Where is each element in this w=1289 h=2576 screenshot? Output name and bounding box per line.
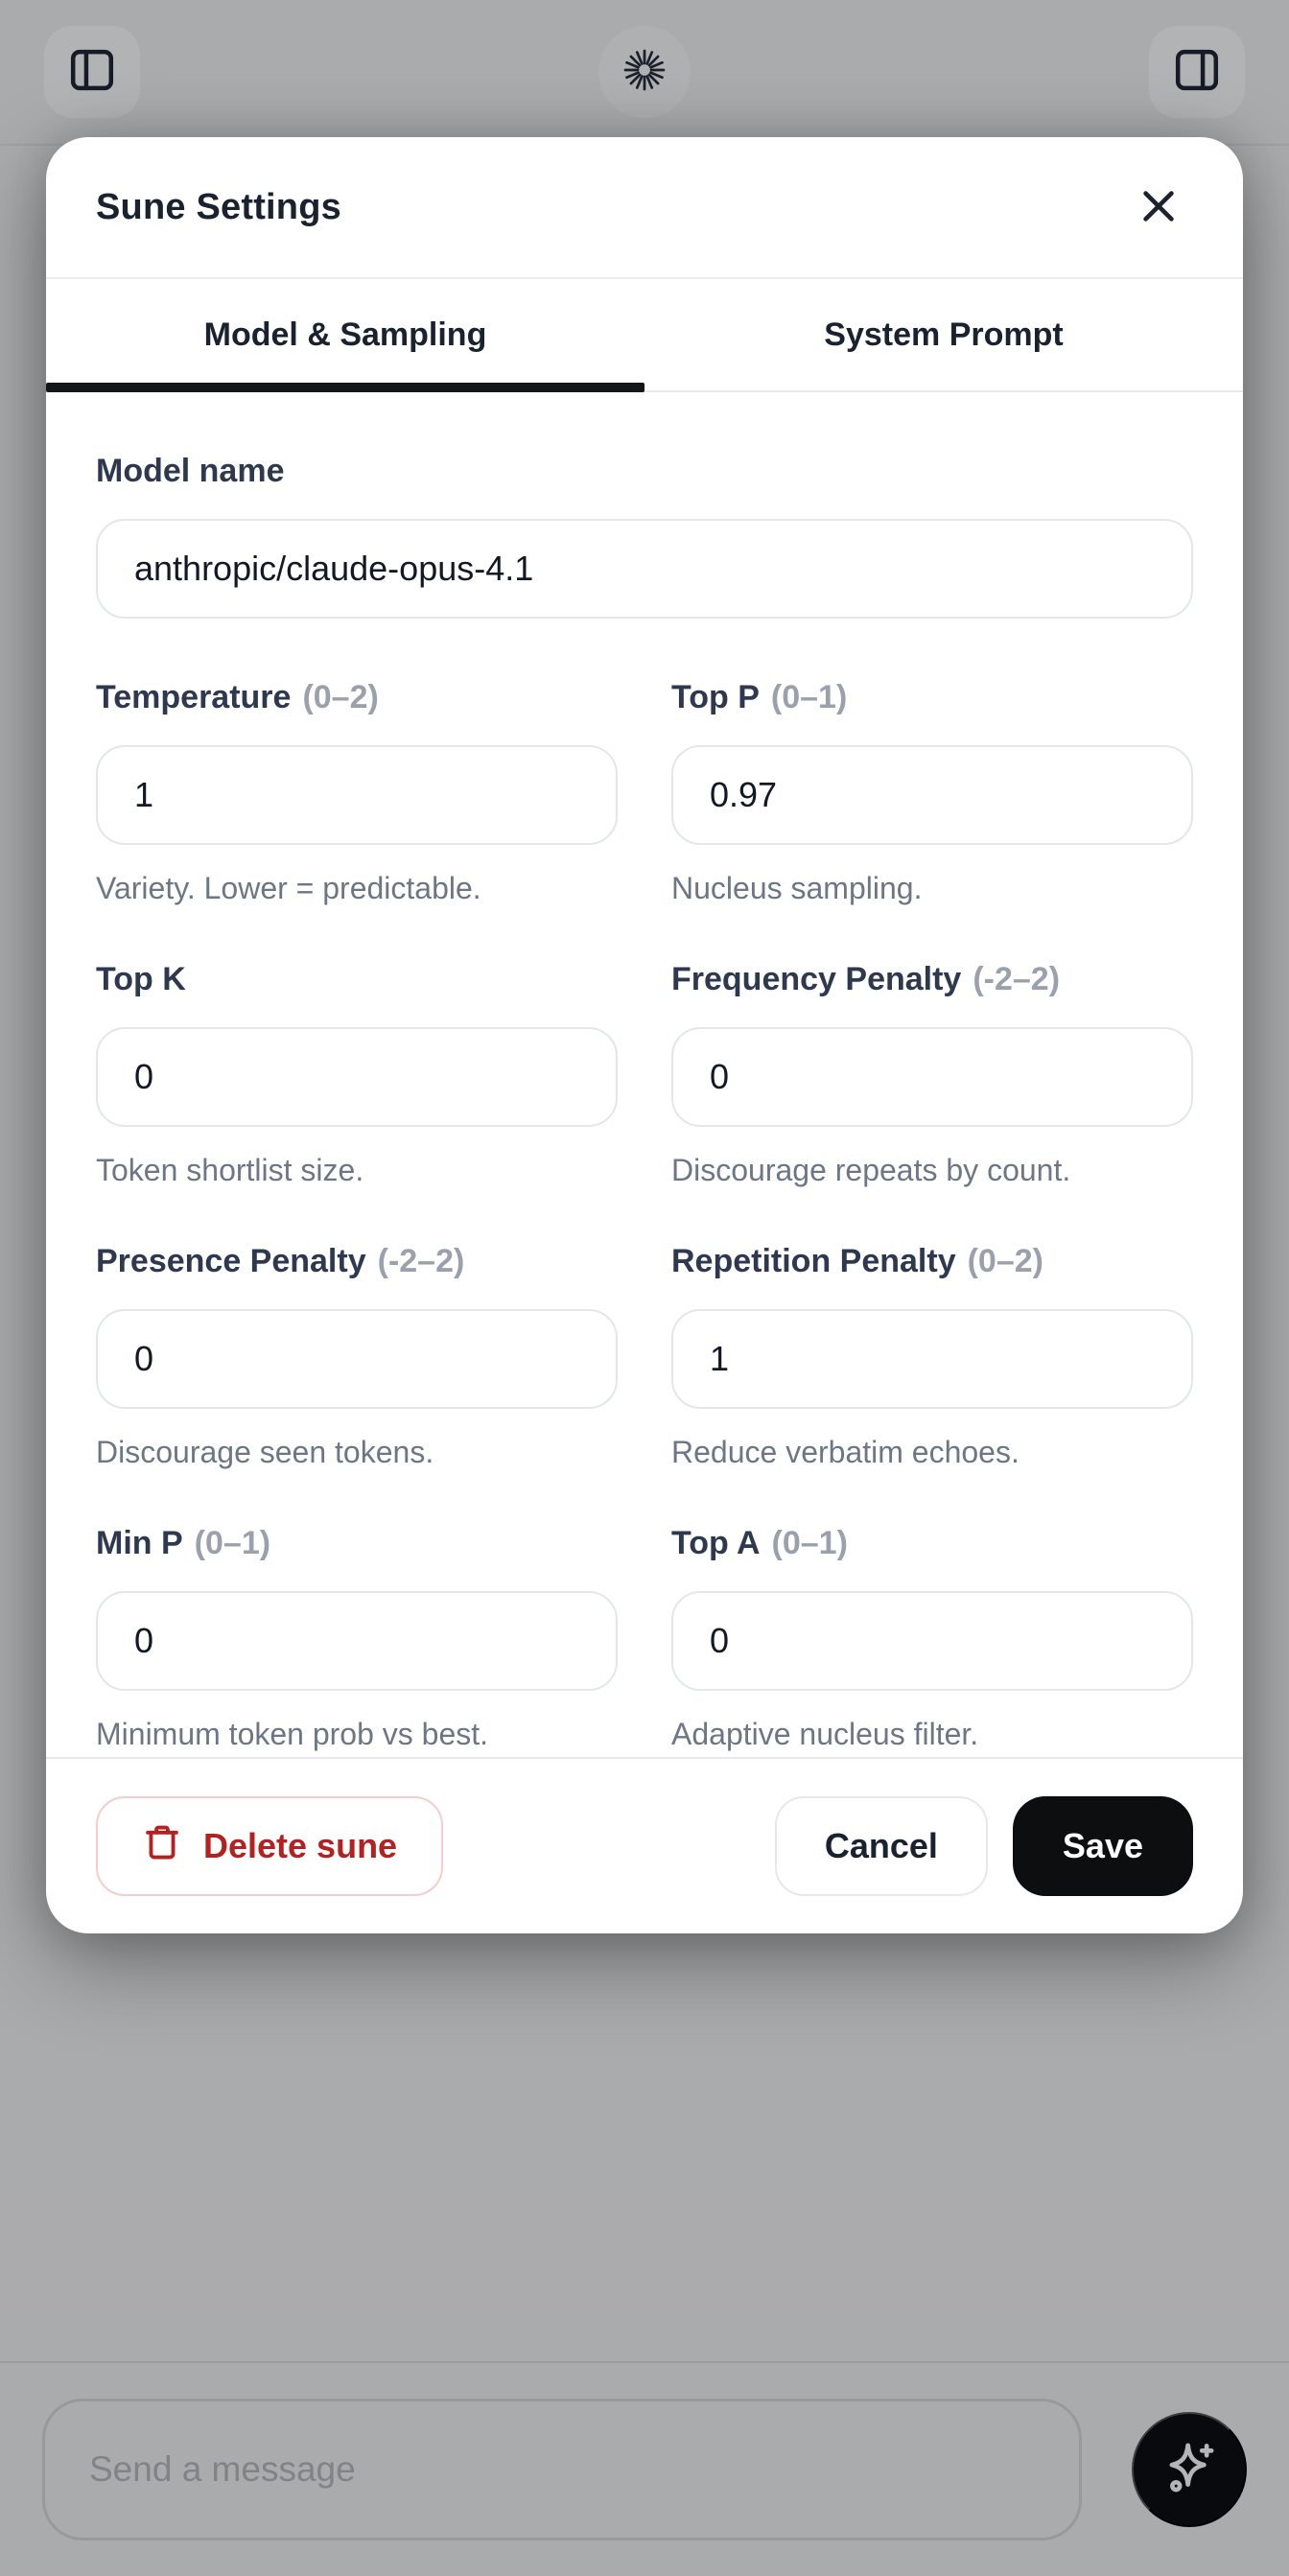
close-icon [1137,184,1181,231]
trash-icon [142,1822,182,1871]
field-frequency-penalty: Frequency Penalty(-2–2) Discourage repea… [671,958,1193,1188]
starburst-icon [621,47,668,98]
field-min-p: Min P(0–1) Minimum token prob vs best. [96,1522,618,1752]
sidebar-toggle-right-button[interactable] [1149,26,1245,118]
min-p-input[interactable] [96,1591,618,1691]
sidebar-toggle-left-button[interactable] [44,26,140,118]
min-p-helper: Minimum token prob vs best. [96,1717,489,1751]
field-top-a: Top A(0–1) Adaptive nucleus filter. [671,1522,1193,1752]
sune-avatar-button[interactable] [598,26,691,118]
tab-system-prompt[interactable]: System Prompt [824,316,1064,353]
close-button[interactable] [1128,176,1189,238]
save-button[interactable]: Save [1012,1796,1193,1896]
top-p-label: Top P (0–1) [671,676,1193,718]
top-p-input[interactable] [671,745,1193,845]
modal-title: Sune Settings [96,186,341,227]
field-repetition-penalty: Repetition Penalty(0–2) Reduce verbatim … [671,1240,1193,1470]
temperature-range: (0–2) [302,679,379,715]
presence-penalty-label: Presence Penalty (-2–2) [96,1240,618,1282]
temperature-label: Temperature (0–2) [96,676,618,718]
frequency-penalty-label: Frequency Penalty (-2–2) [671,958,1193,1000]
delete-sune-button[interactable]: Delete sune [96,1796,444,1896]
top-k-input[interactable] [96,1027,618,1127]
field-temperature: Temperature(0–2) Variety. Lower = predic… [96,676,618,906]
message-composer-bar [0,2361,1289,2576]
model-name-input[interactable] [96,519,1193,619]
cancel-button[interactable]: Cancel [774,1796,988,1896]
panel-right-icon [1171,44,1223,101]
modal-body: Model name Temperature(0–2) Variety. Low… [46,392,1243,1757]
field-top-k: Top K Token shortlist size. [96,958,618,1188]
model-name-label: Model name [96,453,285,489]
delete-sune-label: Delete sune [203,1826,398,1865]
frequency-penalty-input[interactable] [671,1027,1193,1127]
top-p-range: (0–1) [770,679,848,715]
modal-footer: Delete sune Cancel Save [46,1757,1243,1933]
message-input[interactable] [42,2399,1082,2541]
presence-penalty-helper: Discourage seen tokens. [96,1435,434,1469]
field-presence-penalty: Presence Penalty(-2–2) Discourage seen t… [96,1240,618,1470]
sampling-fields-grid: Temperature(0–2) Variety. Lower = predic… [96,676,1193,1752]
sune-settings-modal: Sune Settings Model & Sampling System Pr… [46,137,1243,1933]
top-a-label: Top A (0–1) [671,1522,1193,1564]
frequency-penalty-helper: Discourage repeats by count. [671,1153,1071,1187]
min-p-range: (0–1) [194,1525,271,1561]
top-app-bar [0,0,1289,146]
presence-penalty-range: (-2–2) [377,1243,465,1279]
repetition-penalty-label: Repetition Penalty (0–2) [671,1240,1193,1282]
field-top-p: Top P(0–1) Nucleus sampling. [671,676,1193,906]
top-a-range: (0–1) [771,1525,848,1561]
top-k-helper: Token shortlist size. [96,1153,364,1187]
top-a-input[interactable] [671,1591,1193,1691]
frequency-penalty-range: (-2–2) [973,961,1061,997]
temperature-input[interactable] [96,745,618,845]
top-p-helper: Nucleus sampling. [671,871,923,905]
repetition-penalty-range: (0–2) [967,1243,1043,1279]
settings-tabs: Model & Sampling System Prompt [46,279,1243,392]
top-k-label: Top K [96,961,186,997]
sparkle-icon [1158,2437,1221,2503]
tab-model-sampling[interactable]: Model & Sampling [46,279,644,392]
repetition-penalty-input[interactable] [671,1309,1193,1409]
repetition-penalty-helper: Reduce verbatim echoes. [671,1435,1019,1469]
presence-penalty-input[interactable] [96,1309,618,1409]
min-p-label: Min P (0–1) [96,1522,618,1564]
temperature-helper: Variety. Lower = predictable. [96,871,481,905]
top-a-helper: Adaptive nucleus filter. [671,1717,979,1751]
send-button[interactable] [1132,2412,1247,2527]
modal-header: Sune Settings [46,137,1243,279]
panel-left-icon [66,44,118,101]
